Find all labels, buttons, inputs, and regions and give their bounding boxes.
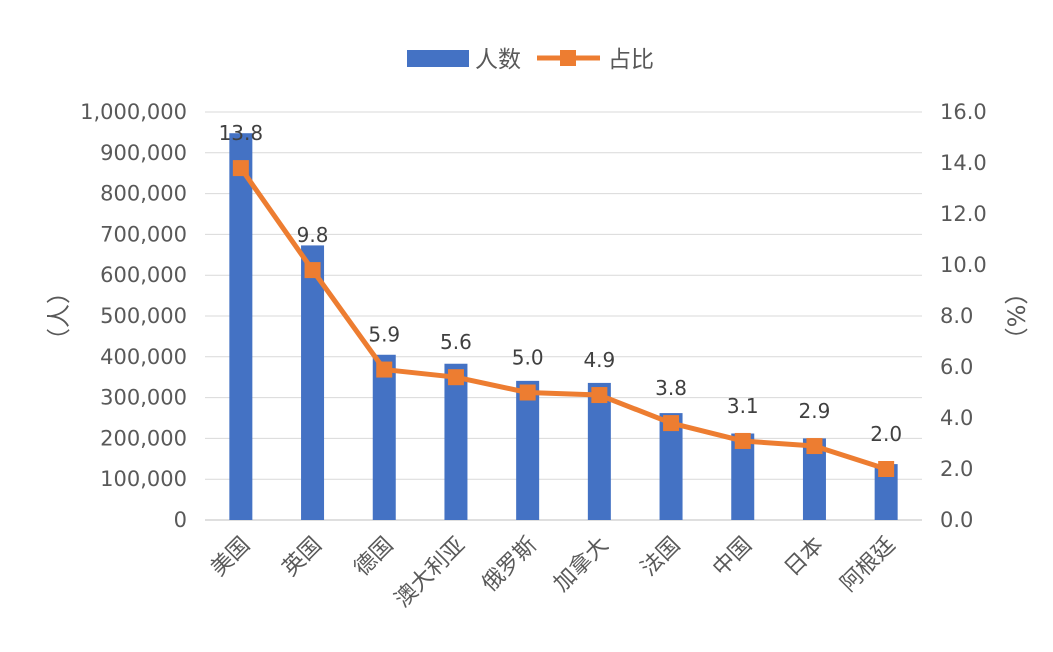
bar <box>874 464 898 520</box>
left-axis-ticks: 0 100,000 200,000 300,000 400,000 500,000 600,… <box>80 100 187 532</box>
share-marker <box>376 361 393 378</box>
left-tick-label: 400,000 <box>100 345 187 369</box>
left-tick-label: 0 <box>174 508 187 532</box>
left-tick-label: 800,000 <box>100 182 187 206</box>
right-tick-label: 8.0 <box>940 304 973 328</box>
legend-swatch-share-marker <box>560 50 576 66</box>
data-label: 2.0 <box>870 422 902 446</box>
bar <box>229 133 253 520</box>
share-marker <box>304 262 321 279</box>
data-label: 5.6 <box>440 330 472 354</box>
category-label: 加拿大 <box>549 532 614 597</box>
right-tick-label: 6.0 <box>940 355 973 379</box>
share-marker <box>591 387 608 404</box>
right-tick-label: 16.0 <box>940 100 987 124</box>
data-label: 3.8 <box>655 376 687 400</box>
left-tick-label: 900,000 <box>100 141 187 165</box>
bar-series-people <box>229 133 898 520</box>
right-tick-label: 4.0 <box>940 406 973 430</box>
data-label: 9.8 <box>297 223 329 247</box>
right-tick-label: 2.0 <box>940 457 973 481</box>
bar <box>659 413 683 520</box>
data-label: 13.8 <box>219 121 264 145</box>
category-label: 阿根廷 <box>836 533 900 597</box>
line-series-share <box>232 160 895 477</box>
category-label: 澳大利亚 <box>390 533 470 613</box>
bar <box>516 380 540 520</box>
category-label: 俄罗斯 <box>478 533 542 597</box>
bar <box>301 245 325 520</box>
bar <box>444 363 468 520</box>
bar <box>587 382 611 520</box>
right-tick-label: 10.0 <box>940 253 987 277</box>
left-tick-label: 500,000 <box>100 304 187 328</box>
category-label: 英国 <box>278 533 327 582</box>
bar <box>802 438 826 520</box>
data-label: 2.9 <box>799 399 831 423</box>
category-label: 日本 <box>780 533 829 582</box>
gridlines <box>205 111 922 521</box>
right-axis-ticks: 0.0 2.0 4.0 6.0 8.0 10.0 12.0 14.0 16.0 <box>940 100 987 532</box>
share-line <box>238 165 889 472</box>
legend-label-people: 人数 <box>475 47 521 73</box>
right-tick-label: 0.0 <box>940 508 973 532</box>
legend-label-share: 占比 <box>608 47 654 73</box>
category-label: 中国 <box>708 533 757 582</box>
legend-swatch-people <box>407 50 469 67</box>
share-marker <box>806 438 823 455</box>
category-label: 法国 <box>636 533 685 582</box>
share-marker <box>447 369 464 386</box>
right-tick-label: 14.0 <box>940 151 987 175</box>
left-tick-label: 200,000 <box>100 426 187 450</box>
share-marker <box>519 384 536 401</box>
share-marker <box>878 461 895 477</box>
left-tick-label: 600,000 <box>100 263 187 287</box>
left-axis-title: （人） <box>45 280 73 352</box>
share-marker <box>734 432 751 449</box>
data-label: 5.0 <box>512 346 544 370</box>
left-tick-label: 700,000 <box>100 222 187 246</box>
data-label: 4.9 <box>583 348 615 372</box>
left-tick-label: 1,000,000 <box>80 100 187 124</box>
left-tick-label: 300,000 <box>100 386 187 410</box>
category-label: 德国 <box>350 533 399 582</box>
bar <box>372 354 396 520</box>
legend: 人数 占比 <box>407 47 654 73</box>
data-label: 5.9 <box>368 323 400 347</box>
data-labels: 13.8 9.8 5.9 5.6 5.0 4.9 3.8 3.1 2.9 2.0 <box>219 121 902 446</box>
bar <box>731 433 755 520</box>
share-marker <box>663 415 680 432</box>
right-axis-title: （%） <box>1003 281 1031 352</box>
share-marker <box>232 160 249 177</box>
left-tick-label: 100,000 <box>100 467 187 491</box>
right-tick-label: 12.0 <box>940 202 987 226</box>
category-label: 美国 <box>206 533 255 582</box>
data-label: 3.1 <box>727 394 759 418</box>
